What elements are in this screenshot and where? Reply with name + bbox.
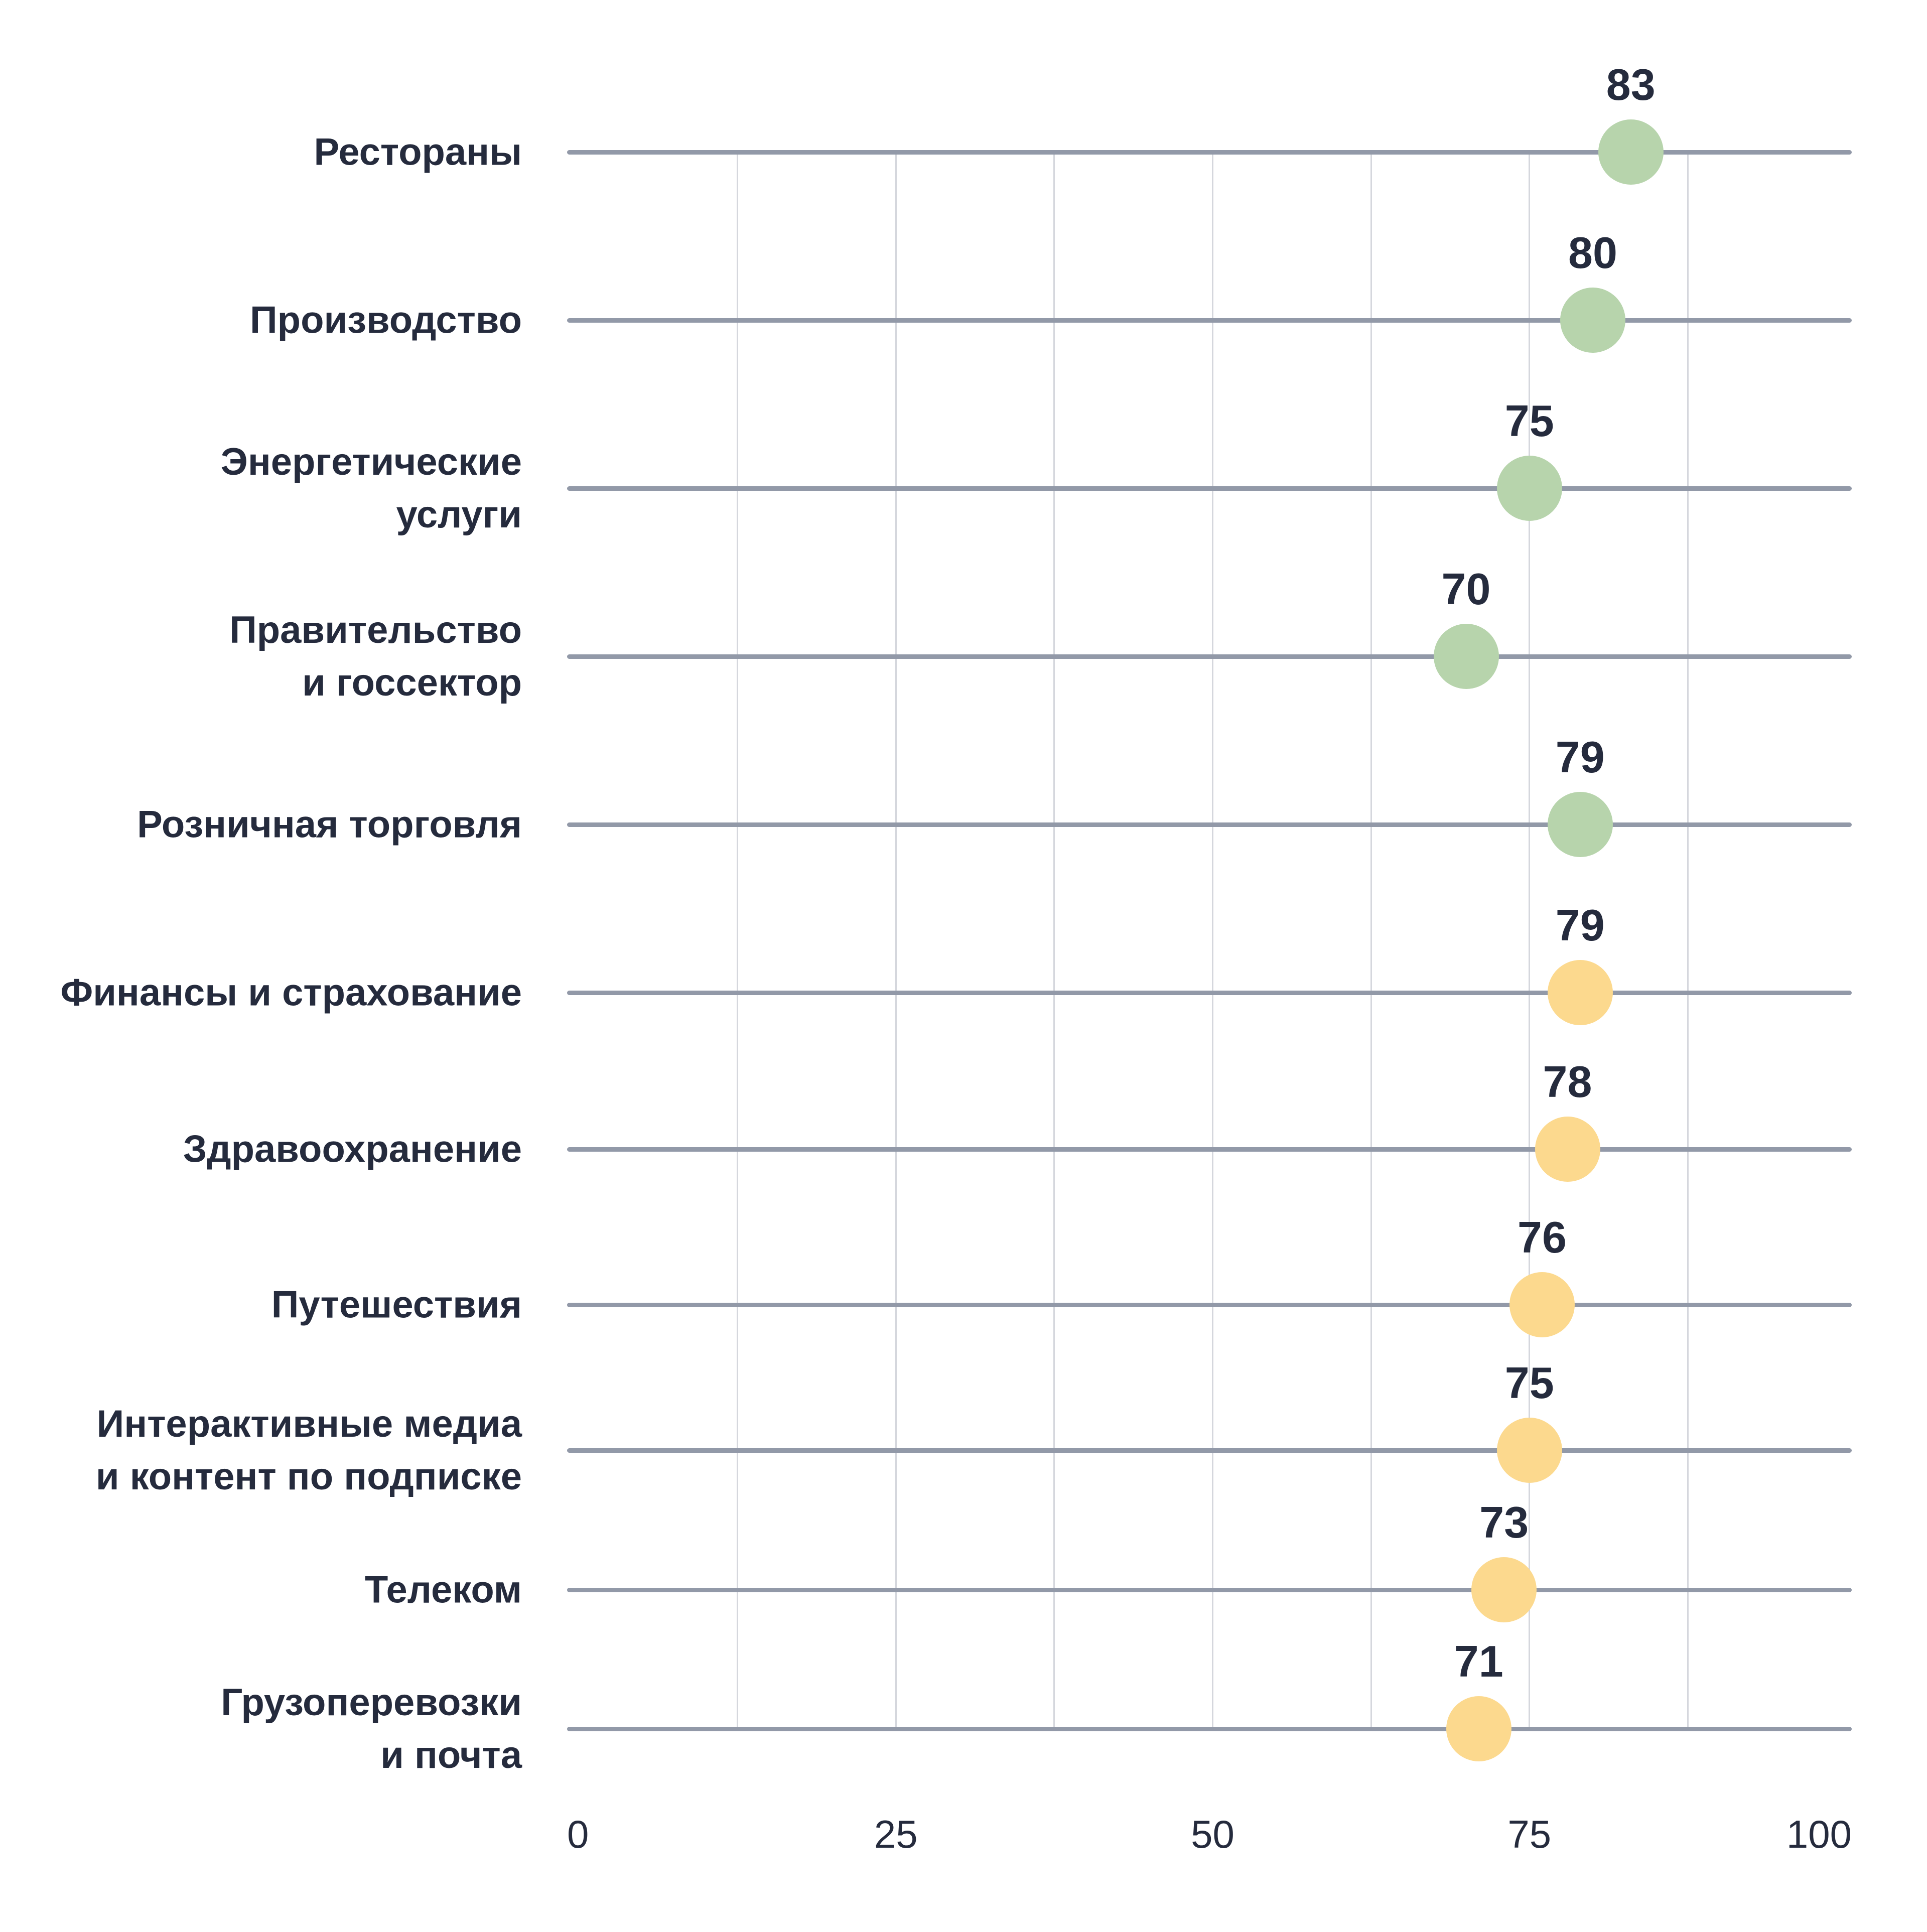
category-label: Правительство и госсектор	[229, 609, 522, 704]
value-label: 79	[1555, 732, 1605, 782]
row-baseline	[567, 486, 1852, 491]
category-label: Производство	[250, 299, 522, 342]
value-label: 75	[1504, 396, 1554, 446]
row-baseline	[567, 1448, 1852, 1453]
row-baseline	[567, 1147, 1852, 1152]
vertical-gridline	[895, 152, 897, 1729]
data-point-dot	[1496, 1418, 1562, 1483]
data-point-dot	[1598, 119, 1664, 185]
data-point-dot	[1496, 456, 1562, 521]
category-label: Розничная торговля	[137, 803, 522, 846]
x-axis-tick-label: 0	[567, 1812, 589, 1856]
value-label: 75	[1504, 1358, 1554, 1408]
data-point-dot	[1547, 960, 1613, 1025]
value-label: 71	[1454, 1636, 1503, 1686]
value-label: 83	[1606, 60, 1656, 109]
row-baseline	[567, 150, 1852, 155]
value-label: 70	[1441, 564, 1491, 614]
vertical-gridline	[1212, 152, 1213, 1729]
row-baseline	[567, 1302, 1852, 1307]
row-baseline	[567, 822, 1852, 827]
data-point-dot	[1547, 792, 1613, 857]
data-point-dot	[1560, 288, 1625, 353]
data-point-dot	[1433, 624, 1499, 689]
data-point-dot	[1535, 1117, 1600, 1182]
value-label: 80	[1568, 228, 1617, 278]
category-label: Путешествия	[271, 1283, 522, 1326]
value-label: 73	[1479, 1497, 1529, 1547]
category-label: Интерактивные медиа и контент по подписк…	[95, 1403, 522, 1498]
category-label: Финансы и страхование	[60, 971, 522, 1014]
x-axis-tick-label: 75	[1507, 1812, 1552, 1856]
data-point-dot	[1446, 1696, 1511, 1761]
category-label: Рестораны	[314, 130, 522, 174]
row-baseline	[567, 318, 1852, 323]
value-label: 79	[1555, 900, 1605, 950]
vertical-gridline	[1053, 152, 1055, 1729]
data-point-dot	[1509, 1272, 1575, 1337]
x-axis-tick-label: 50	[1191, 1812, 1234, 1856]
row-baseline	[567, 1726, 1852, 1731]
x-axis-tick-label: 25	[874, 1812, 918, 1856]
value-label: 76	[1518, 1212, 1567, 1262]
value-label: 78	[1543, 1057, 1592, 1107]
vertical-gridline	[1370, 152, 1372, 1729]
row-baseline	[567, 654, 1852, 659]
vertical-gridline	[1687, 152, 1689, 1729]
vertical-gridline	[1529, 152, 1531, 1729]
x-axis-tick-label: 100	[1786, 1812, 1852, 1856]
row-baseline	[567, 1587, 1852, 1592]
row-baseline	[567, 990, 1852, 995]
data-point-dot	[1471, 1557, 1537, 1622]
category-label: Энергетические услуги	[220, 441, 522, 536]
category-label: Здравоохранение	[183, 1128, 522, 1171]
category-label: Грузоперевозки и почта	[221, 1681, 522, 1776]
vertical-gridline	[737, 152, 739, 1729]
category-label: Телеком	[364, 1568, 522, 1611]
